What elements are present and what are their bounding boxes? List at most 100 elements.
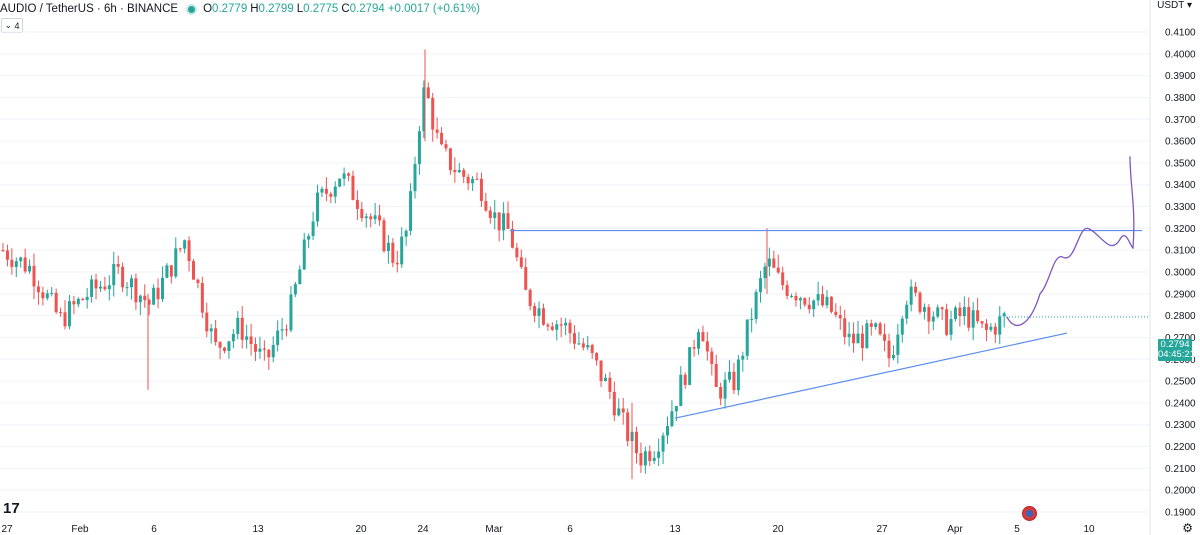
candle-body xyxy=(267,349,271,358)
x-tick-label: 10 xyxy=(1083,524,1095,535)
candle-body xyxy=(971,310,975,328)
candle-body xyxy=(781,272,785,286)
indicator-count: 4 xyxy=(14,20,20,31)
x-tick-label: Apr xyxy=(947,524,963,535)
candle-body xyxy=(435,129,439,133)
candle-body xyxy=(280,329,284,331)
candle-body xyxy=(36,286,40,293)
candle-body xyxy=(807,304,811,310)
candle-body xyxy=(723,379,727,399)
candle-body xyxy=(816,294,820,301)
candle-body xyxy=(183,240,187,249)
candle-body xyxy=(559,324,563,326)
candle-body xyxy=(63,312,67,327)
candle-body xyxy=(378,215,382,221)
candle-body xyxy=(369,216,373,220)
candle-body xyxy=(488,210,492,218)
price-axis[interactable]: 0.4100 0.4000 0.3900 0.3800 0.3700 0.3600 0.35… xyxy=(1149,0,1196,535)
candle-body xyxy=(674,406,678,412)
indicators-collapse-button[interactable]: ⌄ 4 xyxy=(1,18,23,33)
candle-body xyxy=(705,341,709,352)
candle-body xyxy=(285,329,289,331)
candle-body xyxy=(178,248,182,250)
candle-body xyxy=(692,347,696,349)
candle-body xyxy=(794,295,798,301)
candle-body xyxy=(81,298,85,301)
candle-body xyxy=(697,332,701,349)
candle-body xyxy=(572,333,576,344)
candle-body xyxy=(373,215,377,220)
candle-body xyxy=(798,298,802,301)
candle-body xyxy=(519,257,523,268)
open-value: 0.2779 xyxy=(212,3,248,15)
candle-body xyxy=(847,333,851,337)
candle-body xyxy=(307,235,311,240)
candle-body xyxy=(909,286,913,305)
candle-body xyxy=(510,228,514,248)
x-tick-label: 13 xyxy=(669,524,681,535)
candle-body xyxy=(462,170,466,177)
candle-body xyxy=(143,295,147,301)
candle-body xyxy=(679,374,683,407)
candle-body xyxy=(121,266,125,288)
y-tick-label: 0.1900 xyxy=(1165,508,1196,519)
candle-body xyxy=(85,296,89,301)
y-tick-label: 0.2000 xyxy=(1165,486,1196,497)
candle-body xyxy=(254,344,258,352)
candle-body xyxy=(989,326,993,330)
candle-body xyxy=(386,242,390,252)
candle-body xyxy=(125,287,129,289)
flag-icon[interactable] xyxy=(1022,506,1037,521)
candle-body xyxy=(316,192,320,222)
candle-body xyxy=(94,279,98,289)
symbol-title[interactable]: AUDIO / TetherUS · 6h · BINANCE xyxy=(0,3,179,15)
candle-body xyxy=(767,258,771,267)
candle-body xyxy=(564,322,568,326)
candle-body xyxy=(174,248,178,277)
bar-countdown: 04:45:21 xyxy=(1158,349,1195,360)
x-tick-label: 6 xyxy=(151,524,157,535)
candle-body xyxy=(537,308,541,316)
candle-body xyxy=(790,295,794,297)
candle-body xyxy=(555,324,559,330)
candle-body xyxy=(497,212,501,231)
currency-selector[interactable]: USDT ▾ xyxy=(1157,0,1192,11)
candle-body xyxy=(759,278,763,293)
candle-body xyxy=(200,283,204,313)
candle-body xyxy=(763,266,767,279)
gear-icon[interactable]: ⚙ xyxy=(1182,521,1193,535)
candle-body xyxy=(289,294,293,331)
candle-body xyxy=(533,306,537,316)
candle-body xyxy=(493,212,497,218)
candle-body xyxy=(271,344,275,358)
candle-body xyxy=(156,287,160,300)
candle-body xyxy=(652,457,656,462)
candle-body xyxy=(351,175,355,200)
close-label: C xyxy=(341,3,350,15)
candle-body xyxy=(949,319,953,335)
candle-body xyxy=(900,318,904,335)
last-price-tag: 0.2794 04:45:21 xyxy=(1158,339,1195,361)
tradingview-logo-icon[interactable]: 17 xyxy=(3,500,20,517)
candle-body xyxy=(581,343,585,348)
candle-body xyxy=(236,317,240,334)
candle-body xyxy=(953,307,957,320)
candles xyxy=(1,49,1006,480)
candle-body xyxy=(426,87,430,98)
candle-body xyxy=(479,178,483,201)
y-tick-label: 0.2800 xyxy=(1165,311,1196,322)
candle-body xyxy=(409,191,413,231)
candle-body xyxy=(400,236,404,265)
candle-body xyxy=(453,170,457,173)
time-axis[interactable]: 27 Feb 6 13 20 24 Mar 6 13 20 27 Apr 5 10 xyxy=(1,524,1095,535)
candle-body xyxy=(23,257,27,272)
open-label: O xyxy=(203,3,213,15)
candle-body xyxy=(28,265,32,272)
y-tick-label: 0.3200 xyxy=(1165,224,1196,235)
candle-body xyxy=(67,301,71,327)
candle-body xyxy=(258,348,262,352)
candle-body xyxy=(812,300,816,310)
candle-body xyxy=(431,97,435,130)
candle-body xyxy=(821,294,825,306)
